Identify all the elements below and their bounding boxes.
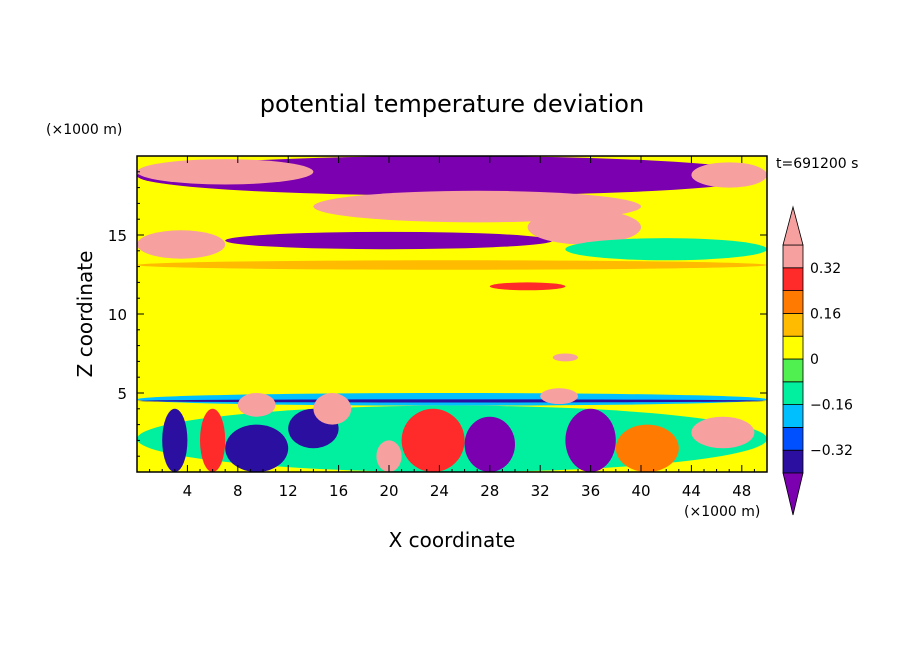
- x-tick-label: 12: [279, 482, 298, 500]
- colorbar-swatch: [782, 335, 804, 360]
- colorbar-extend-top: [782, 205, 804, 246]
- colorbar-swatch: [782, 267, 804, 291]
- colorbar-swatch: [782, 290, 804, 314]
- field-region: [565, 238, 767, 261]
- field-region: [464, 416, 515, 472]
- colorbar: 0.32 0.16 0 −0.16 −0.32: [782, 205, 853, 516]
- x-tick-label: 16: [329, 482, 348, 500]
- x-unit-label: (×1000 m): [684, 504, 760, 520]
- colorbar-extend-bottom: [782, 472, 804, 516]
- x-axis-label: X coordinate: [389, 528, 516, 552]
- colorbar-swatch: [782, 312, 804, 337]
- x-tick-label: 36: [581, 482, 600, 500]
- field-region: [225, 231, 553, 250]
- field-region: [237, 393, 276, 417]
- colorbar-tick-label: 0.32: [810, 261, 841, 277]
- field-region: [200, 408, 226, 472]
- field-region: [527, 209, 641, 245]
- x-tick-label: 24: [430, 482, 449, 500]
- field-region: [691, 416, 755, 449]
- field-region: [401, 408, 465, 472]
- time-label: t=691200 s: [776, 156, 858, 172]
- chart-title: potential temperature deviation: [260, 90, 644, 118]
- field-region: [540, 388, 578, 405]
- colorbar-swatch: [782, 358, 804, 383]
- field-region: [137, 230, 226, 259]
- x-tick-label: 48: [732, 482, 751, 500]
- field-region: [552, 353, 579, 362]
- y-unit-label: (×1000 m): [46, 122, 122, 138]
- field-region: [489, 282, 566, 291]
- colorbar-tick-label: −0.16: [810, 398, 853, 414]
- field-region: [137, 260, 767, 270]
- x-tick-label: 40: [631, 482, 650, 500]
- y-tick-label: 5: [117, 385, 127, 403]
- y-axis-label: Z coordinate: [73, 251, 97, 378]
- x-tick-label: 8: [233, 482, 243, 500]
- field-region: [137, 159, 314, 185]
- y-tick-label: 15: [108, 227, 127, 245]
- field-region: [162, 408, 188, 472]
- field-regions: [137, 156, 767, 472]
- x-tick-label: 20: [379, 482, 398, 500]
- colorbar-tick-label: 0.16: [810, 306, 841, 322]
- field-region: [137, 353, 767, 393]
- colorbar-tick-label: −0.32: [810, 443, 853, 459]
- colorbar-tick-label: 0: [810, 352, 819, 368]
- y-tick-label: 10: [108, 306, 127, 324]
- field-region: [137, 399, 767, 403]
- colorbar-swatch: [782, 426, 804, 451]
- y-axis-ticks: 5 10 15: [108, 171, 767, 457]
- field-region: [313, 393, 352, 425]
- field-region: [615, 424, 679, 472]
- field-region: [691, 162, 767, 188]
- field-region: [376, 440, 402, 472]
- colorbar-swatch: [782, 449, 804, 474]
- colorbar-swatch: [782, 244, 804, 269]
- x-axis-ticks: 4 8 12 16 20 24 28 32 36 40 44 48: [149, 156, 755, 500]
- x-tick-label: 32: [531, 482, 550, 500]
- x-tick-label: 28: [480, 482, 499, 500]
- x-tick-label: 4: [183, 482, 193, 500]
- x-tick-label: 44: [682, 482, 701, 500]
- colorbar-swatch: [782, 404, 804, 428]
- field-region: [565, 408, 616, 472]
- colorbar-swatch: [782, 381, 804, 405]
- field-region: [225, 424, 289, 472]
